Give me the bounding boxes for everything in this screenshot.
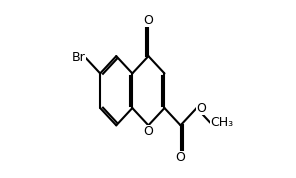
- Text: Br: Br: [72, 51, 86, 64]
- Text: O: O: [197, 101, 207, 114]
- Text: O: O: [144, 14, 153, 27]
- Text: O: O: [144, 125, 153, 138]
- Text: O: O: [176, 151, 186, 164]
- Text: CH₃: CH₃: [210, 116, 234, 129]
